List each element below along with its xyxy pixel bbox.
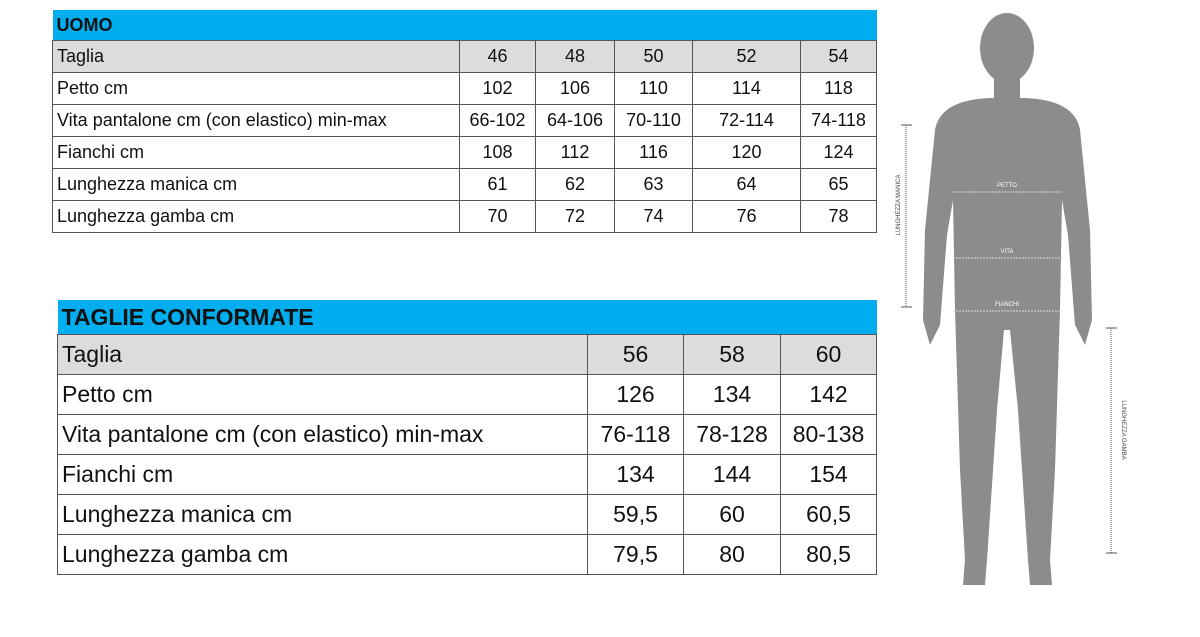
value-cell: 63	[614, 168, 693, 201]
value-cell: 102	[459, 72, 536, 105]
value-cell: 110	[614, 72, 693, 105]
size-cell: 60	[780, 334, 877, 375]
value-cell: 118	[799, 72, 878, 105]
row-label: Taglia	[57, 334, 588, 375]
value-cell: 64-106	[535, 104, 615, 137]
row-label: Lunghezza gamba cm	[57, 534, 588, 575]
row-label: Lunghezza manica cm	[57, 494, 588, 535]
value-cell: 60,5	[780, 494, 877, 535]
value-cell: 78	[799, 200, 878, 233]
value-cell: 61	[459, 168, 536, 201]
size-cell: 54	[799, 40, 878, 73]
vita-label: VITA	[1001, 249, 1014, 255]
value-cell: 154	[780, 454, 877, 495]
size-cell: 56	[587, 334, 684, 375]
table-row: Lunghezza manica cm 59,5 60 60,5	[57, 494, 877, 535]
lunghezza-manica-label: LUNGHEZZA MANICA	[896, 174, 902, 235]
value-cell: 80-138	[780, 414, 877, 455]
value-cell: 142	[780, 374, 877, 415]
value-cell: 74-118	[799, 104, 878, 137]
table-row: Lunghezza gamba cm 70 72 74 76 78	[52, 200, 878, 233]
value-cell: 59,5	[587, 494, 684, 535]
value-cell: 60	[683, 494, 781, 535]
size-cell: 52	[692, 40, 801, 73]
table-title: TAGLIE CONFORMATE	[57, 300, 877, 335]
fianchi-label: FIANCHI	[995, 302, 1019, 308]
value-cell: 70	[459, 200, 536, 233]
table-row: Lunghezza manica cm 61 62 63 64 65	[52, 168, 878, 201]
value-cell: 106	[535, 72, 615, 105]
value-cell: 76-118	[587, 414, 684, 455]
row-label: Taglia	[52, 40, 460, 73]
size-cell: 50	[614, 40, 693, 73]
table-row: Vita pantalone cm (con elastico) min-max…	[57, 414, 877, 455]
row-label: Fianchi cm	[52, 136, 460, 169]
value-cell: 72-114	[692, 104, 801, 137]
value-cell: 76	[692, 200, 801, 233]
row-label: Petto cm	[52, 72, 460, 105]
row-label: Lunghezza manica cm	[52, 168, 460, 201]
value-cell: 126	[587, 374, 684, 415]
value-cell: 80	[683, 534, 781, 575]
silhouette	[923, 13, 1092, 585]
value-cell: 80,5	[780, 534, 877, 575]
lunghezza-gamba-label: LUNGHEZZA GAMBA	[1120, 400, 1126, 459]
value-cell: 65	[799, 168, 878, 201]
uomo-size-table: UOMO Taglia 46 48 50 52 54 Petto cm 102 10…	[52, 10, 878, 233]
value-cell: 108	[459, 136, 536, 169]
value-cell: 134	[683, 374, 781, 415]
table-row: Fianchi cm 108 112 116 120 124	[52, 136, 878, 169]
value-cell: 114	[692, 72, 801, 105]
value-cell: 74	[614, 200, 693, 233]
row-label: Lunghezza gamba cm	[52, 200, 460, 233]
row-label: Fianchi cm	[57, 454, 588, 495]
row-label: Vita pantalone cm (con elastico) min-max	[57, 414, 588, 455]
row-label: Petto cm	[57, 374, 588, 415]
row-label: Vita pantalone cm (con elastico) min-max	[52, 104, 460, 137]
size-cell: 48	[535, 40, 615, 73]
size-cell: 58	[683, 334, 781, 375]
value-cell: 116	[614, 136, 693, 169]
value-cell: 62	[535, 168, 615, 201]
table-row: Petto cm 102 106 110 114 118	[52, 72, 878, 105]
value-cell: 70-110	[614, 104, 693, 137]
value-cell: 124	[799, 136, 878, 169]
value-cell: 120	[692, 136, 801, 169]
value-cell: 66-102	[459, 104, 536, 137]
table-row: Lunghezza gamba cm 79,5 80 80,5	[57, 534, 877, 575]
value-cell: 78-128	[683, 414, 781, 455]
taglie-conformate-table: TAGLIE CONFORMATE Taglia 56 58 60 Petto …	[57, 300, 877, 575]
table-row: Fianchi cm 134 144 154	[57, 454, 877, 495]
value-cell: 64	[692, 168, 801, 201]
body-measurement-figure: PETTO VITA FIANCHI LUNGHEZZA MANICA LUNG…	[896, 13, 1126, 585]
table-title: UOMO	[52, 10, 877, 41]
table-row: Petto cm 126 134 142	[57, 374, 877, 415]
size-header-row: Taglia 46 48 50 52 54	[52, 40, 878, 73]
value-cell: 72	[535, 200, 615, 233]
value-cell: 134	[587, 454, 684, 495]
size-header-row: Taglia 56 58 60	[57, 334, 877, 375]
table-row: Vita pantalone cm (con elastico) min-max…	[52, 104, 878, 137]
value-cell: 112	[535, 136, 615, 169]
size-cell: 46	[459, 40, 536, 73]
value-cell: 144	[683, 454, 781, 495]
value-cell: 79,5	[587, 534, 684, 575]
petto-label: PETTO	[997, 183, 1017, 189]
